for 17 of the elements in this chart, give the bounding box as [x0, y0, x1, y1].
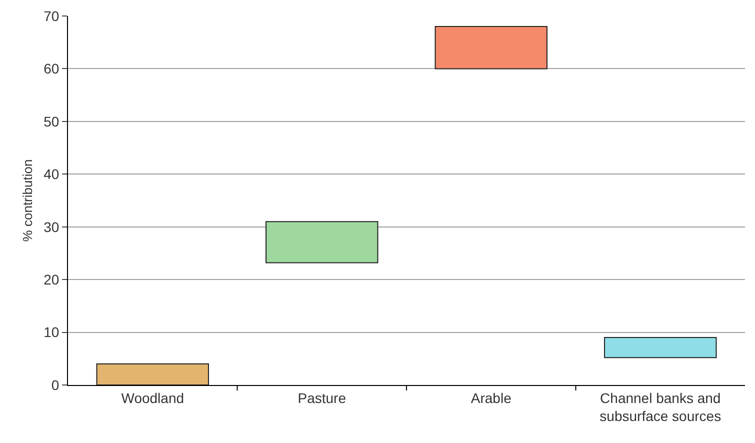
y-tick-label: 10	[44, 324, 60, 340]
y-tick-label: 50	[44, 113, 60, 130]
x-tick-label: Arable	[470, 390, 512, 406]
y-tick-label: 40	[44, 166, 60, 182]
y-tick-label: 0	[51, 376, 60, 393]
bar	[266, 221, 378, 264]
y-tick-label: 30	[44, 218, 60, 235]
y-tick-label: 60	[44, 60, 60, 77]
y-axis-title: % contribution	[20, 159, 35, 242]
bar	[604, 337, 717, 358]
y-tick-label: 70	[44, 8, 60, 24]
bar	[96, 363, 209, 385]
x-tick-label: Channel banks and subsurface sources	[600, 390, 722, 424]
x-tick-label: Woodland	[121, 390, 184, 406]
x-tick-label: Pasture	[298, 390, 346, 406]
y-tick-label: 20	[44, 271, 60, 288]
bar	[434, 26, 548, 70]
